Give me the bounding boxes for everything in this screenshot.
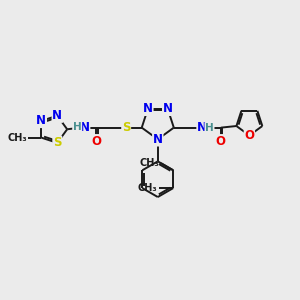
Text: N: N: [80, 121, 90, 134]
Text: N: N: [36, 114, 46, 128]
Text: CH₃: CH₃: [7, 133, 27, 143]
Text: CH₃: CH₃: [140, 158, 160, 168]
Text: H: H: [73, 122, 82, 132]
Text: S: S: [53, 136, 61, 149]
Text: N: N: [197, 121, 207, 134]
Text: N: N: [52, 109, 62, 122]
Text: H: H: [205, 123, 214, 133]
Text: O: O: [244, 129, 254, 142]
Text: S: S: [122, 121, 130, 134]
Text: O: O: [91, 135, 101, 148]
Text: N: N: [163, 102, 173, 115]
Text: CH₃: CH₃: [138, 183, 157, 193]
Text: O: O: [216, 135, 226, 148]
Text: N: N: [143, 102, 153, 115]
Text: N: N: [153, 133, 163, 146]
